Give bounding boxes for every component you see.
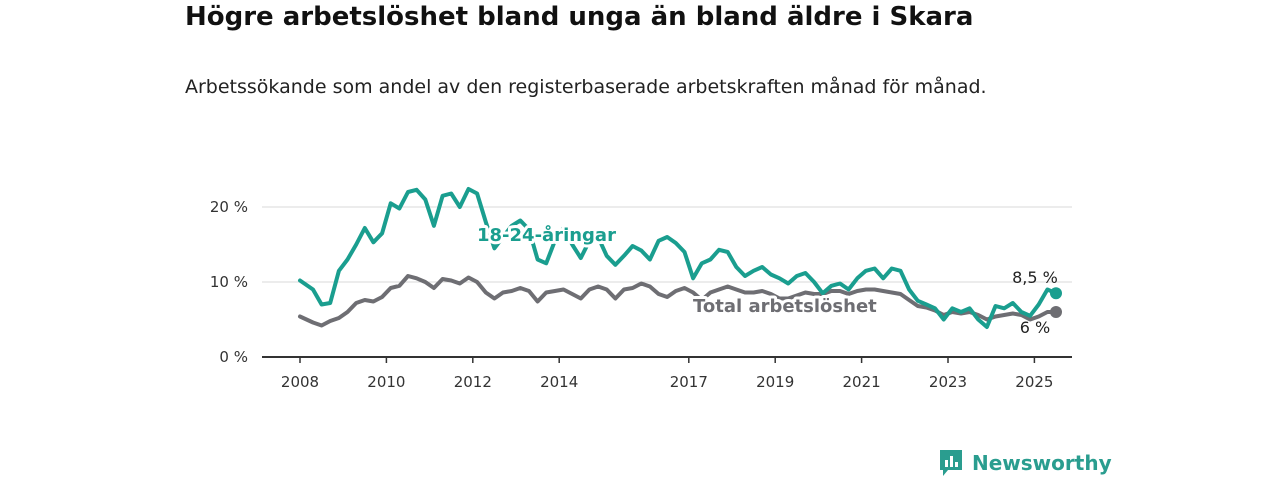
youth-series-label: 18-24-åringar	[477, 224, 616, 246]
total-series-label: Total arbetslöshet	[693, 296, 877, 317]
series-lines	[298, 187, 1062, 329]
x-tick-label: 2014	[540, 373, 578, 391]
total-end-point	[1050, 306, 1062, 318]
x-tick-label: 2025	[1015, 373, 1053, 391]
y-axis-ticks: 0 % 10 % 20 %	[210, 198, 248, 366]
x-tick-label: 2017	[670, 373, 708, 391]
chart-title: Högre arbetslöshet bland unga än bland ä…	[185, 2, 974, 32]
x-tick-label: 2021	[843, 373, 881, 391]
y-tick-label: 10 %	[210, 273, 248, 291]
x-tick-label: 2010	[367, 373, 405, 391]
newsworthy-logo-icon	[940, 450, 962, 476]
y-tick-label: 20 %	[210, 198, 248, 216]
x-tick-label: 2008	[281, 373, 319, 391]
x-axis-ticks: 2008 2010 2012 2014 2017 2019 2021 2023 2025	[281, 357, 1053, 391]
brand: Newsworthy	[938, 448, 1112, 478]
x-tick-label: 2012	[454, 373, 492, 391]
youth-end-point	[1050, 287, 1062, 300]
total-end-label: 6 %	[1020, 318, 1050, 337]
youth-series-line	[298, 187, 1058, 329]
x-tick-label: 2019	[756, 373, 794, 391]
chart-subtitle: Arbetssökande som andel av den registerb…	[185, 76, 987, 98]
x-tick-label: 2023	[929, 373, 967, 391]
total-series-line	[298, 274, 1058, 328]
y-tick-label: 0 %	[219, 348, 248, 366]
brand-name: Newsworthy	[972, 451, 1112, 475]
youth-end-label: 8,5 %	[1012, 268, 1058, 287]
series-labels: 18-24-åringar Total arbetslöshet 8,5 % 6 %	[474, 221, 1058, 337]
